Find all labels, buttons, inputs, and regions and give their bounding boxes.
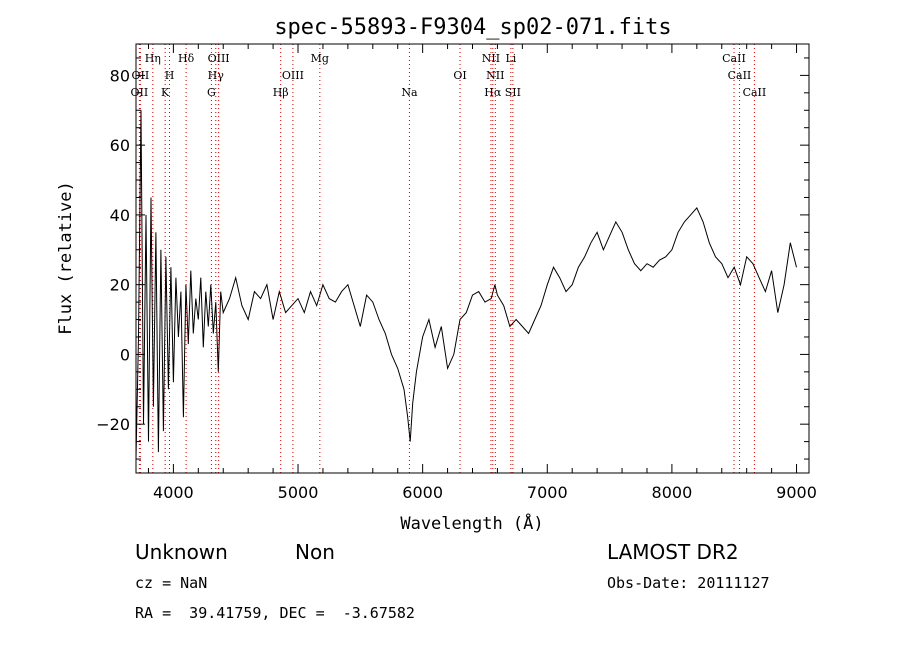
y-tick-label: 20 xyxy=(110,276,130,295)
observation-date: Obs-Date: 20111127 xyxy=(607,574,770,592)
survey-name: LAMOST DR2 xyxy=(607,540,739,564)
spectral-line-label: Hγ xyxy=(208,69,225,82)
chart-title: spec-55893-F9304_sp02-071.fits xyxy=(274,15,671,40)
spectrum-series-line xyxy=(135,110,797,460)
y-tick-label: −20 xyxy=(96,415,130,434)
spectral-line-label: Hβ xyxy=(273,86,289,99)
spectral-line-label: Hη xyxy=(145,52,161,65)
spectral-line-label: CaII xyxy=(722,52,746,65)
x-tick-label: 7000 xyxy=(527,483,568,502)
y-tick-label: 0 xyxy=(120,345,130,364)
spectral-line-label: H xyxy=(165,69,175,82)
spectral-line-label: Hα xyxy=(484,86,502,99)
spectral-line-label: K xyxy=(161,86,170,99)
coordinates: RA = 39.41759, DEC = -3.67582 xyxy=(135,604,415,622)
spectral-line-label: OIII xyxy=(208,52,230,65)
plot-frame xyxy=(135,43,810,474)
spectral-line-label: G xyxy=(207,86,216,99)
x-tick-label: 9000 xyxy=(776,483,817,502)
x-tick-label: 6000 xyxy=(402,483,443,502)
x-tick-label: 8000 xyxy=(652,483,693,502)
y-axis-label: Flux (relative) xyxy=(56,181,76,335)
y-tick-label: 40 xyxy=(110,206,130,225)
spectral-line-label: Hδ xyxy=(178,52,195,65)
spectral-line-label: Mg xyxy=(311,52,329,65)
spectral-line-label: Na xyxy=(401,86,418,99)
spectral-line-label: Li xyxy=(505,52,516,65)
spectral-line-label: OI xyxy=(453,69,466,82)
spectral-line-label: CaII xyxy=(743,86,767,99)
object-subclass: Non xyxy=(295,540,335,564)
spectral-line-label: OIII xyxy=(282,69,304,82)
spectral-line-label: NII xyxy=(482,52,500,65)
x-axis-label: Wavelength (Å) xyxy=(400,512,543,534)
spectral-line-label: CaII xyxy=(728,69,752,82)
object-class: Unknown xyxy=(135,540,228,564)
y-tick-label: 60 xyxy=(110,136,130,155)
redshift-value: cz = NaN xyxy=(135,574,208,592)
x-tick-label: 5000 xyxy=(278,483,319,502)
spectral-line-label: NII xyxy=(486,69,504,82)
spectral-line-label: SII xyxy=(505,86,521,99)
x-tick-label: 4000 xyxy=(153,483,194,502)
y-tick-label: 80 xyxy=(110,66,130,85)
